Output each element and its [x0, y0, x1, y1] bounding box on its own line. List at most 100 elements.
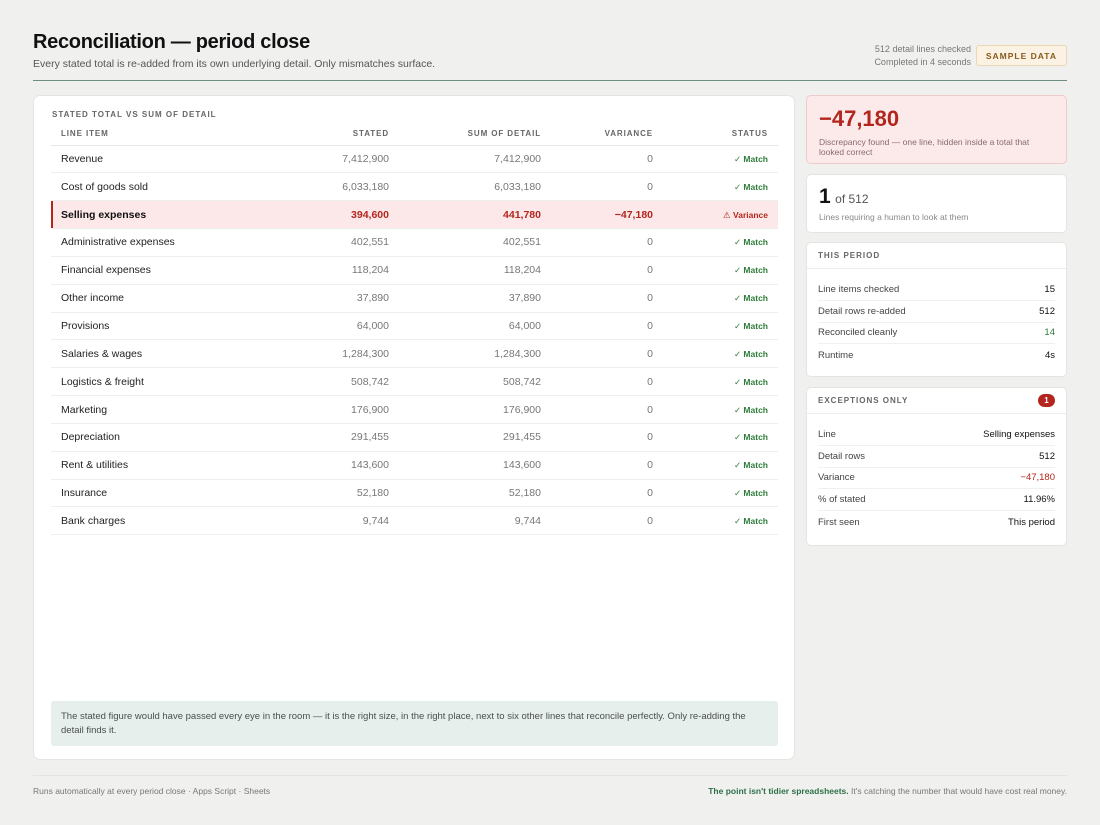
table-row: Insurance 52,180 52,180 0 ✓ Match: [51, 479, 778, 508]
sum-of-detail-cell: 176,900: [389, 395, 541, 424]
column-header-status: STATUS: [653, 122, 778, 146]
sum-of-detail-cell: 441,780: [389, 200, 541, 230]
table-row: Salaries & wages 1,284,300 1,284,300 0 ✓ Mat…: [51, 339, 778, 369]
stated-cell: 291,455: [266, 423, 389, 452]
sample-data-badge: SAMPLE DATA: [975, 45, 1067, 66]
table-row: Provisions 64,000 64,000 0 ✓ Match: [51, 312, 778, 341]
stat-row: Detail rows re-added 512: [818, 301, 1055, 323]
status-cell: ✓ Match: [653, 339, 778, 369]
footer-left-text: Runs automatically at every period close…: [33, 786, 271, 796]
status-match-badge: ✓ Match: [733, 237, 768, 248]
this-period-card: THIS PERIOD Line items checked 15 Detail r…: [806, 242, 1067, 377]
stat-value: 512: [1039, 450, 1055, 462]
column-header-line-item: LINE ITEM: [51, 122, 266, 146]
sum-of-detail-cell: 508,742: [389, 367, 541, 397]
reconciliation-table-card: STATED TOTAL VS SUM OF DETAIL LINE ITEM …: [33, 95, 795, 760]
status-match-badge: ✓ Match: [733, 488, 768, 499]
stat-label: Reconciled cleanly: [818, 327, 898, 339]
table-row: Administrative expenses 402,551 402,551 0 ✓ …: [51, 228, 778, 257]
status-cell: ✓ Match: [653, 367, 778, 397]
variance-cell: 0: [541, 256, 653, 285]
status-cell: ✓ Match: [653, 172, 778, 202]
stated-cell: 7,412,900: [266, 145, 389, 174]
line-item-cell: Cost of goods sold: [51, 172, 266, 202]
line-item-cell: Marketing: [51, 395, 266, 424]
status-match-badge: ✓ Match: [733, 181, 768, 192]
variance-cell: 0: [541, 145, 653, 174]
flagged-description: Lines requiring a human to look at them: [819, 212, 969, 222]
footer-right-text: The point isn't tidier spreadsheets. It'…: [708, 786, 1067, 796]
line-item-cell: Rent & utilities: [51, 451, 266, 480]
line-item-cell: Administrative expenses: [51, 228, 266, 257]
variance-cell: 0: [541, 423, 653, 452]
column-header-stated: STATED: [266, 122, 389, 146]
stated-cell: 6,033,180: [266, 172, 389, 202]
page-header: Reconciliation — period close Every stat…: [33, 30, 1067, 81]
line-item-cell: Provisions: [51, 312, 266, 341]
line-item-cell: Logistics & freight: [51, 367, 266, 397]
sum-of-detail-cell: 37,890: [389, 284, 541, 313]
table-header-row: LINE ITEM STATED SUM OF DETAIL VARIANCE …: [51, 122, 778, 146]
status-match-badge: ✓ Match: [733, 460, 768, 471]
status-cell: ✓ Match: [653, 423, 778, 452]
table-row: Bank charges 9,744 9,744 0 ✓ Match: [51, 506, 778, 536]
stat-row: % of stated 11.96%: [818, 489, 1055, 512]
table-row: Cost of goods sold 6,033,180 6,033,180 0 ✓ M…: [51, 172, 778, 202]
lines-flagged-card: 1 of 512 Lines requiring a human to look…: [806, 174, 1067, 233]
this-period-stats: Line items checked 15 Detail rows re-added…: [807, 269, 1066, 366]
line-item-cell: Salaries & wages: [51, 339, 266, 369]
line-item-cell: Financial expenses: [51, 256, 266, 285]
variance-cell: 0: [541, 367, 653, 397]
footer-rest: It's catching the number that would have…: [848, 786, 1067, 796]
completed-time-text: Completed in 4 seconds: [874, 57, 971, 67]
lines-checked-text: 512 detail lines checked: [874, 44, 971, 54]
table-section-label: STATED TOTAL VS SUM OF DETAIL: [52, 110, 217, 119]
insight-note: The stated figure would have passed ever…: [51, 701, 778, 746]
variance-cell: 0: [541, 172, 653, 202]
line-item-cell: Revenue: [51, 145, 266, 174]
table-row: Revenue 7,412,900 7,412,900 0 ✓ Match: [51, 145, 778, 174]
status-match-badge: ✓ Match: [733, 515, 768, 526]
exceptions-title: EXCEPTIONS ONLY: [818, 396, 909, 405]
status-match-badge: ✓ Match: [733, 265, 768, 276]
column-header-sum-of-detail: SUM OF DETAIL: [389, 122, 541, 146]
stat-label: Line items checked: [818, 283, 900, 295]
status-cell: ✓ Match: [653, 284, 778, 313]
exceptions-details: Line Selling expenses Detail rows 512 Varian…: [807, 414, 1066, 533]
this-period-header: THIS PERIOD: [807, 243, 1066, 269]
stated-cell: 1,284,300: [266, 339, 389, 369]
stat-label: Line: [818, 428, 836, 440]
status-match-badge: ✓ Match: [733, 376, 768, 387]
stat-row: Runtime 4s: [818, 344, 1055, 366]
table-row: Financial expenses 118,204 118,204 0 ✓ Match: [51, 256, 778, 285]
variance-cell: 0: [541, 506, 653, 536]
sum-of-detail-cell: 64,000: [389, 312, 541, 341]
variance-cell: 0: [541, 395, 653, 424]
variance-cell: 0: [541, 339, 653, 369]
variance-cell: 0: [541, 284, 653, 313]
variance-cell: 0: [541, 228, 653, 257]
line-item-cell: Depreciation: [51, 423, 266, 452]
status-match-badge: ✓ Match: [733, 348, 768, 359]
table-row: Depreciation 291,455 291,455 0 ✓ Match: [51, 423, 778, 452]
stat-label: Runtime: [818, 349, 854, 361]
sum-of-detail-cell: 7,412,900: [389, 145, 541, 174]
status-cell: ✓ Match: [653, 145, 778, 174]
discrepancy-description: Discrepancy found — one line, hidden ins…: [819, 137, 1030, 157]
status-cell: ⚠ Variance: [653, 200, 778, 230]
stated-cell: 143,600: [266, 451, 389, 480]
line-item-cell: Bank charges: [51, 506, 266, 536]
sum-of-detail-cell: 402,551: [389, 228, 541, 257]
status-cell: ✓ Match: [653, 228, 778, 257]
table-row: Other income 37,890 37,890 0 ✓ Match: [51, 284, 778, 313]
variance-cell: 0: [541, 451, 653, 480]
stat-value: Selling expenses: [983, 428, 1055, 440]
table-row: Marketing 176,900 176,900 0 ✓ Match: [51, 395, 778, 424]
stat-row: First seen This period: [818, 511, 1055, 533]
stat-value: 512: [1039, 305, 1055, 317]
stated-cell: 64,000: [266, 312, 389, 341]
status-cell: ✓ Match: [653, 256, 778, 285]
stated-cell: 9,744: [266, 506, 389, 536]
page-footer: Runs automatically at every period close…: [33, 775, 1067, 805]
sum-of-detail-cell: 118,204: [389, 256, 541, 285]
